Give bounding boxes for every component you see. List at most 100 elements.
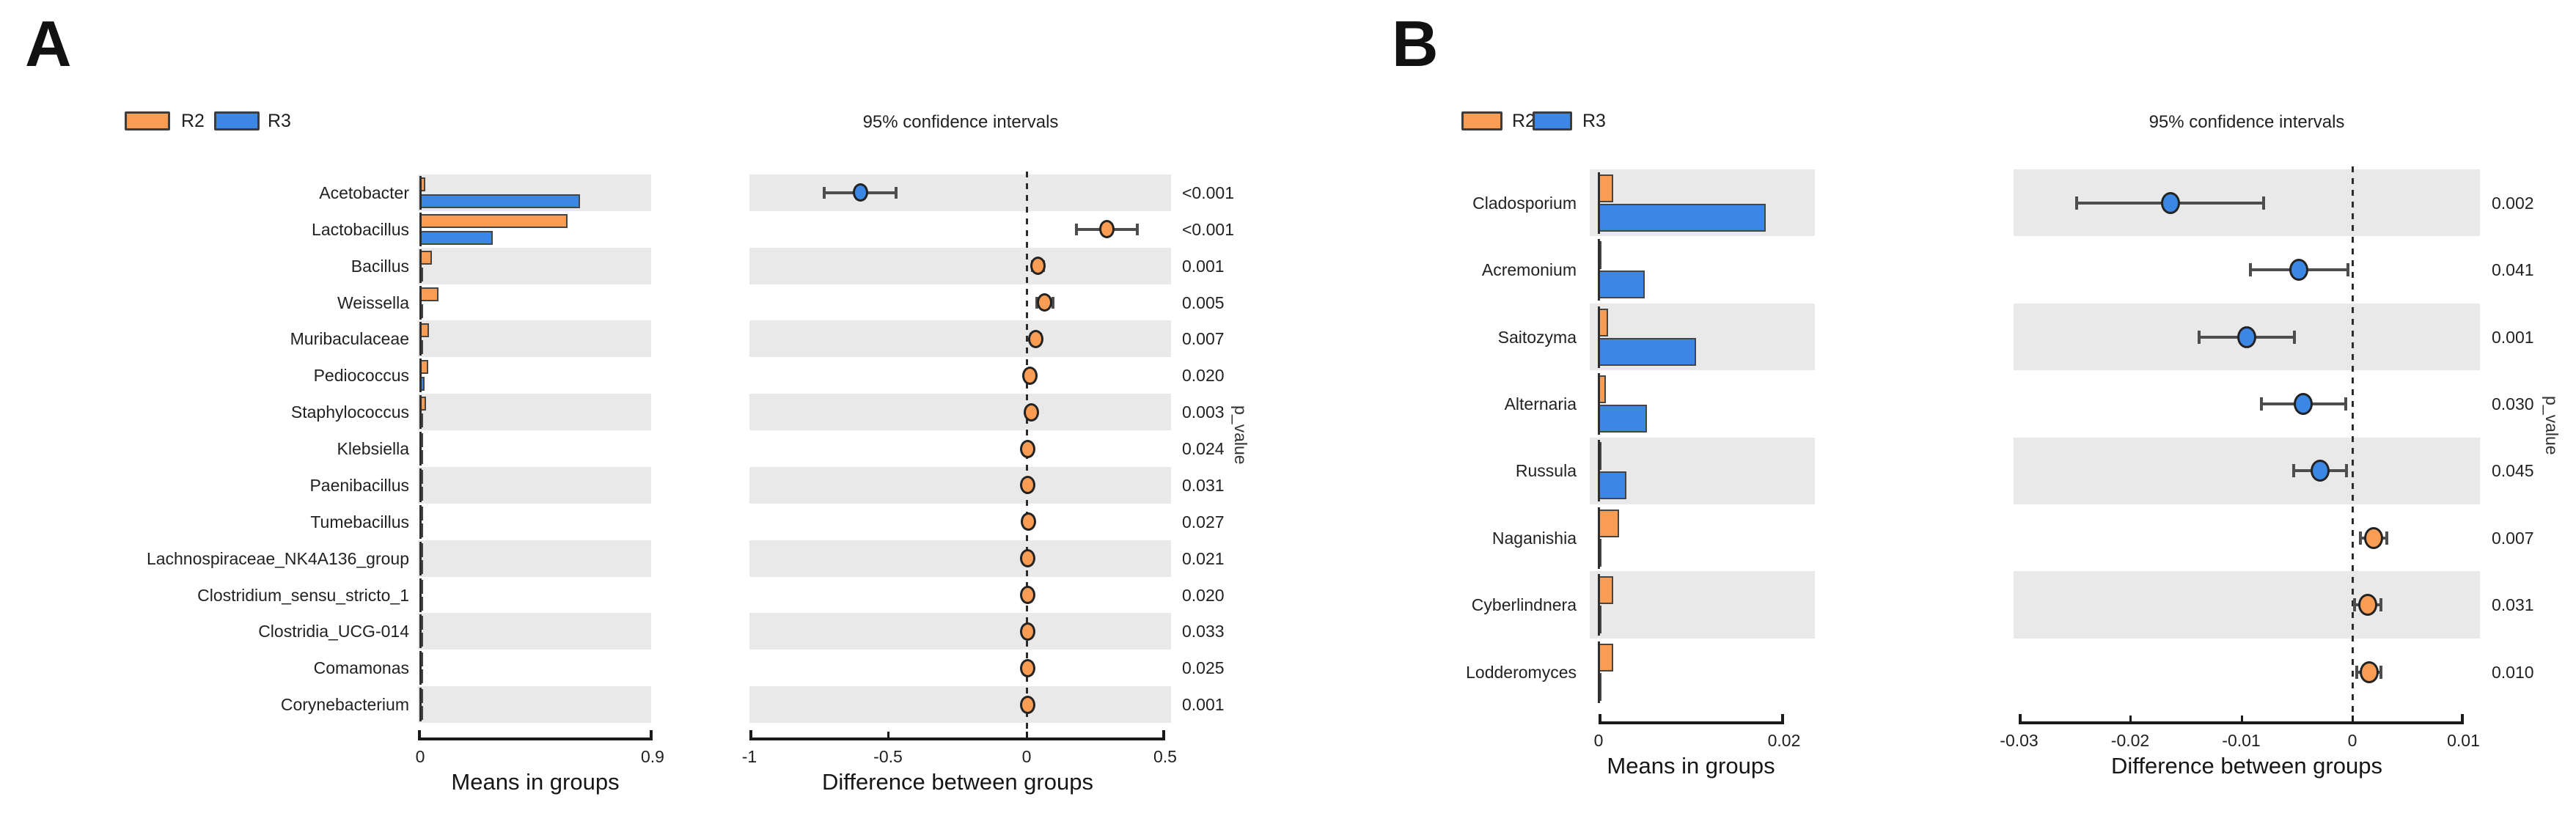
taxon-label: Naganishia [1491, 528, 1577, 548]
mean-bar-r3 [1599, 404, 1647, 433]
bar-baseline-tick [1598, 507, 1600, 569]
p-value: 0.033 [1182, 622, 1225, 641]
axis-tick-label: 0 [415, 747, 425, 766]
bar-baseline-tick [1598, 574, 1600, 636]
axis-tick-label: -1 [741, 747, 757, 766]
ci-cap-low [1075, 223, 1079, 235]
ci-dot [2289, 259, 2309, 282]
ci-cap-high [2345, 464, 2349, 478]
ci-cap-high [2385, 531, 2388, 545]
bar-baseline-tick [419, 285, 422, 320]
taxon-label: Lactobacillus [312, 219, 409, 239]
ci-cap-high [2293, 330, 2297, 344]
taxon-label: Saitozyma [1497, 327, 1577, 347]
bar-baseline-tick [419, 212, 422, 246]
p-value: 0.031 [1182, 475, 1225, 495]
ci-dot [2358, 594, 2378, 617]
ci-dot [2237, 325, 2257, 348]
bar-baseline-tick [419, 578, 422, 612]
row-stripe [749, 357, 1171, 394]
ci-cap-low [1035, 296, 1038, 309]
taxon-label: Cyberlindnera [1471, 595, 1577, 615]
row-stripe [749, 394, 1171, 431]
taxon-label: Clostridium_sensu_stricto_1 [197, 585, 409, 605]
bar-baseline-tick [1598, 239, 1600, 301]
row-stripe [749, 613, 1171, 650]
row-stripe [418, 503, 651, 540]
legend-label: R3 [1582, 111, 1606, 131]
p-value: 0.030 [2492, 394, 2534, 413]
mean-bar-r3 [1599, 471, 1626, 500]
row-stripe [1590, 638, 1815, 706]
row-stripe [418, 466, 651, 504]
bar-baseline-tick [419, 395, 422, 430]
axis-end-tick [1599, 714, 1601, 724]
row-stripe [418, 357, 651, 394]
legend-swatch-r3 [214, 111, 260, 130]
row-stripe [2014, 370, 2480, 438]
bar-baseline-tick [419, 358, 422, 393]
panel-label: A [25, 7, 72, 80]
row-stripe [749, 503, 1171, 540]
p-value: 0.002 [2492, 193, 2534, 213]
row-stripe [1590, 504, 1815, 572]
ci-dot [1027, 329, 1043, 348]
axis-tick [2352, 716, 2354, 724]
axis-end-tick [418, 730, 421, 740]
taxon-label: Muribaculaceae [290, 329, 409, 349]
ci-dot [1022, 366, 1038, 385]
ci-cap-high [2261, 196, 2265, 210]
panel-label: B [1392, 7, 1439, 80]
taxon-label: Bacillus [351, 256, 409, 276]
ci-dot [1020, 476, 1036, 495]
ci-dot [2311, 460, 2330, 482]
row-stripe [2014, 638, 2480, 706]
taxon-label: Pediococcus [313, 366, 409, 386]
ci-dot [1020, 586, 1035, 604]
row-stripe [749, 320, 1171, 358]
ci-cap-low [2355, 665, 2359, 679]
axis-line [418, 737, 653, 740]
axis-title: Difference between groups [2111, 753, 2382, 779]
row-stripe [418, 576, 651, 614]
axis-tick [887, 732, 889, 740]
ci-dot [1019, 622, 1035, 641]
ci-cap-high [2379, 598, 2383, 612]
p-value: 0.007 [2492, 528, 2534, 548]
ci-cap-high [2346, 263, 2349, 277]
axis-end-tick [1162, 730, 1165, 740]
ci-dot [1099, 220, 1115, 239]
p-value: 0.001 [2492, 327, 2534, 347]
row-stripe [749, 284, 1171, 321]
p-value: 0.025 [1182, 658, 1225, 678]
taxon-label: Russula [1515, 461, 1577, 481]
taxon-label: Alternaria [1504, 394, 1577, 413]
axis-tick [1026, 732, 1028, 740]
row-stripe [749, 540, 1171, 577]
ci-cap-high [2344, 397, 2347, 411]
ci-dot [1020, 439, 1036, 458]
p-value: 0.041 [2492, 260, 2534, 280]
ci-dot [2294, 392, 2313, 415]
ci-cap-low [2197, 330, 2201, 344]
bar-baseline-tick [419, 249, 422, 283]
bar-baseline-tick [1598, 172, 1600, 234]
ci-cap-low [2358, 531, 2362, 545]
axis-end-tick [1781, 714, 1784, 724]
p-value: 0.005 [1182, 293, 1225, 312]
ci-cap-high [2379, 665, 2383, 679]
taxon-label: Comamonas [313, 658, 409, 678]
bar-baseline-tick [1598, 306, 1600, 368]
row-stripe [749, 430, 1171, 467]
axis-title: Means in groups [1607, 753, 1775, 779]
mean-bar-r3 [1599, 203, 1766, 232]
axis-tick-label: 0.02 [1767, 731, 1801, 750]
axis-tick-label: 0.9 [640, 747, 664, 766]
mean-bar-r2 [1599, 509, 1619, 537]
p-value: <0.001 [1182, 183, 1234, 202]
bar-baseline-tick [419, 651, 422, 685]
bar-baseline-tick [419, 322, 422, 356]
taxon-label: Tumebacillus [310, 512, 409, 531]
p-value: 0.021 [1182, 548, 1225, 568]
